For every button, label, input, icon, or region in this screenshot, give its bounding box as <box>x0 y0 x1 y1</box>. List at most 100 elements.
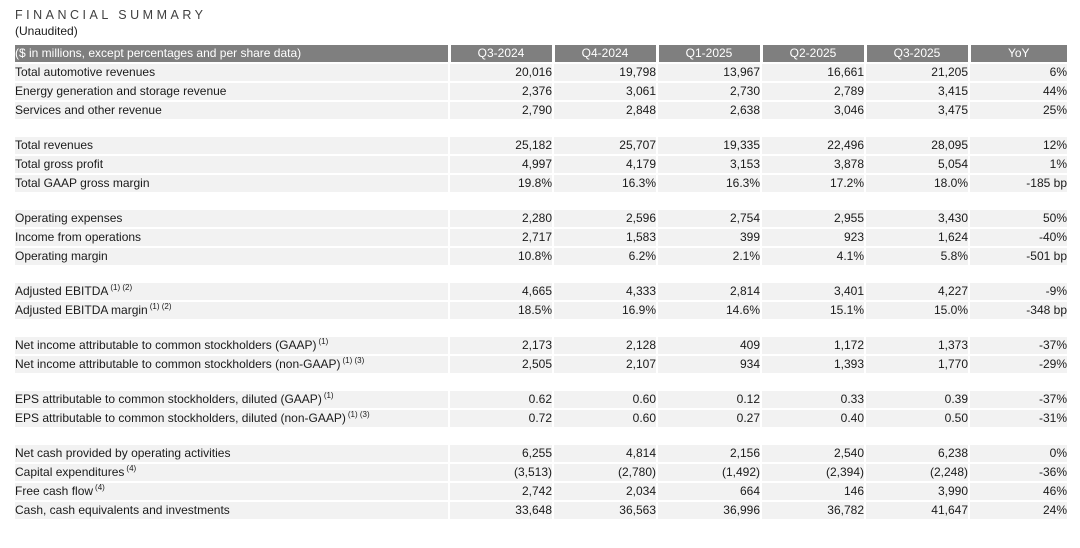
yoy-value-cell: 24% <box>969 501 1067 521</box>
row-label: Free cash flow <box>15 484 94 498</box>
yoy-value-cell: 25% <box>969 101 1067 121</box>
row-label: Operating expenses <box>15 211 123 225</box>
yoy-value-cell: -37% <box>969 391 1067 410</box>
quarter-value-cell: 4,997 <box>449 155 554 175</box>
spacer-cell <box>15 120 1067 137</box>
quarter-value-cell: 18.0% <box>865 174 970 194</box>
table-row: Total automotive revenues 20,016 19,798 13,… <box>15 63 1067 83</box>
quarter-value-cell: 2.1% <box>657 247 762 267</box>
quarter-value-cell: 3,415 <box>865 82 970 102</box>
quarter-value-cell: 3,990 <box>865 482 970 502</box>
quarter-value-cell: 15.1% <box>761 301 866 321</box>
section-spacer-row <box>15 320 1067 337</box>
spacer-cell <box>15 428 1067 445</box>
quarter-value-cell: 2,156 <box>657 445 762 464</box>
quarter-value-cell: 5,054 <box>865 155 970 175</box>
quarter-value-cell: 4.1% <box>761 247 866 267</box>
yoy-value-cell: 0% <box>969 445 1067 464</box>
quarter-value-cell: 2,955 <box>761 210 866 229</box>
quarter-value-cell: 19.8% <box>449 174 554 194</box>
quarter-value-cell: 4,179 <box>553 155 658 175</box>
row-label: EPS attributable to common stockholders,… <box>15 411 346 425</box>
page-subtitle: (Unaudited) <box>15 24 78 38</box>
yoy-value-cell: -348 bp <box>969 301 1067 321</box>
quarter-value-cell: 2,742 <box>449 482 554 502</box>
row-label-cell: Operating expenses <box>15 210 450 229</box>
table-row: Capital expenditures (4) (3,513) (2,780) (1,… <box>15 463 1067 483</box>
quarter-value-cell: 13,967 <box>657 63 762 83</box>
table-row: Operating margin 10.8% 6.2% 2.1% 4.1% 5.8% -50… <box>15 247 1067 267</box>
yoy-value-cell: 46% <box>969 482 1067 502</box>
section-spacer-row <box>15 374 1067 391</box>
footnote-marker: (1) <box>318 337 329 346</box>
quarter-value-cell: (2,394) <box>761 463 866 483</box>
row-label: Net cash provided by operating activitie… <box>15 446 231 460</box>
row-label: Adjusted EBITDA <box>15 284 109 298</box>
table-row: Net income attributable to common stockh… <box>15 355 1067 375</box>
table-row: Net cash provided by operating activitie… <box>15 445 1067 464</box>
table-row: Adjusted EBITDA (1) (2) 4,665 4,333 2,814 3,4… <box>15 283 1067 302</box>
row-label-cell: Net income attributable to common stockh… <box>15 337 450 356</box>
quarter-value-cell: 36,563 <box>553 501 658 521</box>
row-label-cell: Operating margin <box>15 247 450 267</box>
yoy-value-cell: -37% <box>969 337 1067 356</box>
column-header-yoy: YoY <box>969 45 1067 64</box>
quarter-value-cell: (1,492) <box>657 463 762 483</box>
spacer-cell <box>15 320 1067 337</box>
quarter-value-cell: 19,798 <box>553 63 658 83</box>
section-spacer-row <box>15 120 1067 137</box>
row-label-cell: Total automotive revenues <box>15 63 450 83</box>
quarter-value-cell: 6.2% <box>553 247 658 267</box>
table-row: Total gross profit 4,997 4,179 3,153 3,878 5,… <box>15 155 1067 175</box>
table-row: Energy generation and storage revenue 2,3… <box>15 82 1067 102</box>
quarter-value-cell: 2,540 <box>761 445 866 464</box>
quarter-value-cell: 25,182 <box>449 137 554 156</box>
quarter-value-cell: 0.33 <box>761 391 866 410</box>
spacer-cell <box>15 193 1067 210</box>
table-row: Income from operations 2,717 1,583 399 923 1,… <box>15 228 1067 248</box>
quarter-value-cell: 5.8% <box>865 247 970 267</box>
yoy-value-cell: -40% <box>969 228 1067 248</box>
section-spacer-row <box>15 193 1067 210</box>
row-label: Cash, cash equivalents and investments <box>15 503 230 517</box>
quarter-value-cell: 22,496 <box>761 137 866 156</box>
row-label-cell: Total revenues <box>15 137 450 156</box>
quarter-value-cell: 2,107 <box>553 355 658 375</box>
yoy-value-cell: -185 bp <box>969 174 1067 194</box>
quarter-value-cell: 1,172 <box>761 337 866 356</box>
quarter-value-cell: 3,878 <box>761 155 866 175</box>
footnote-marker: (4) <box>126 464 137 473</box>
row-label-cell: EPS attributable to common stockholders,… <box>15 391 450 410</box>
row-label-cell: Energy generation and storage revenue <box>15 82 450 102</box>
quarter-value-cell: 2,790 <box>449 101 554 121</box>
table-row: Operating expenses 2,280 2,596 2,754 2,955 3,… <box>15 210 1067 229</box>
table-row: Net income attributable to common stockh… <box>15 337 1067 356</box>
table-row: EPS attributable to common stockholders,… <box>15 391 1067 410</box>
row-label-cell: Adjusted EBITDA margin (1) (2) <box>15 301 450 321</box>
row-label: Income from operations <box>15 230 142 244</box>
quarter-value-cell: 10.8% <box>449 247 554 267</box>
quarter-value-cell: 1,393 <box>761 355 866 375</box>
quarter-value-cell: (3,513) <box>449 463 554 483</box>
quarter-value-cell: 2,173 <box>449 337 554 356</box>
yoy-value-cell: 12% <box>969 137 1067 156</box>
row-label: Total revenues <box>15 138 94 152</box>
footnote-marker: (1) (3) <box>347 410 370 419</box>
table-row: Cash, cash equivalents and investments 33… <box>15 501 1067 521</box>
quarter-value-cell: 3,061 <box>553 82 658 102</box>
footnote-marker: (1) (3) <box>342 356 365 365</box>
quarter-value-cell: 0.39 <box>865 391 970 410</box>
column-header-q2-2025: Q2-2025 <box>761 45 867 64</box>
table-header-label: ($ in millions, except percentages and p… <box>15 45 451 64</box>
section-spacer-row <box>15 428 1067 445</box>
row-label: Operating margin <box>15 249 108 263</box>
column-header-q4-2024: Q4-2024 <box>553 45 659 64</box>
quarter-value-cell: 0.12 <box>657 391 762 410</box>
quarter-value-cell: 16.3% <box>553 174 658 194</box>
quarter-value-cell: 0.60 <box>553 391 658 410</box>
row-label: Net income attributable to common stockh… <box>15 338 317 352</box>
column-header-q3-2025: Q3-2025 <box>865 45 971 64</box>
section-spacer-row <box>15 266 1067 283</box>
row-label: Net income attributable to common stockh… <box>15 357 341 371</box>
quarter-value-cell: 3,475 <box>865 101 970 121</box>
